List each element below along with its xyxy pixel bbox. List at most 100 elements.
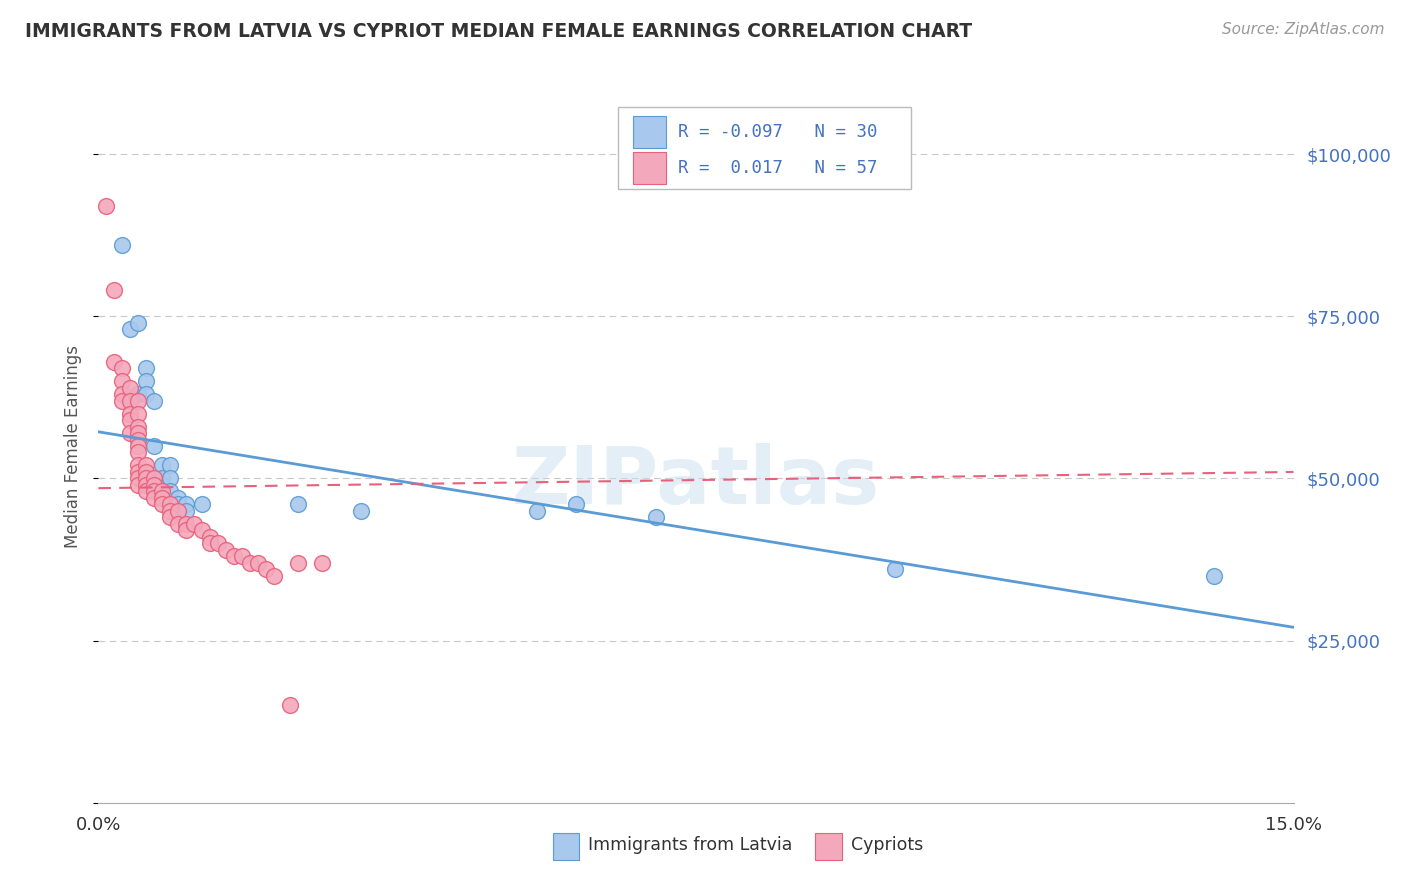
Point bbox=[127, 439, 149, 453]
Point bbox=[150, 484, 173, 499]
Point bbox=[287, 497, 309, 511]
Point bbox=[135, 478, 157, 492]
Text: ZIPatlas: ZIPatlas bbox=[512, 442, 880, 521]
Y-axis label: Median Female Earnings: Median Female Earnings bbox=[65, 344, 83, 548]
Point bbox=[222, 549, 245, 564]
Point bbox=[143, 478, 166, 492]
Point bbox=[167, 504, 190, 518]
Point bbox=[174, 497, 197, 511]
Point bbox=[191, 497, 214, 511]
Point bbox=[254, 562, 277, 576]
Point bbox=[111, 238, 134, 252]
Point bbox=[159, 471, 181, 485]
Point bbox=[127, 433, 149, 447]
Point bbox=[159, 504, 181, 518]
Point bbox=[96, 199, 118, 213]
Point bbox=[127, 387, 149, 401]
Point bbox=[278, 698, 301, 713]
Point bbox=[150, 458, 173, 473]
Point bbox=[174, 516, 197, 531]
Text: R = -0.097   N = 30: R = -0.097 N = 30 bbox=[678, 123, 877, 141]
Point bbox=[127, 478, 149, 492]
Point bbox=[167, 497, 190, 511]
Text: Cypriots: Cypriots bbox=[852, 836, 924, 854]
Point bbox=[150, 484, 173, 499]
Point bbox=[111, 393, 134, 408]
Point bbox=[143, 484, 166, 499]
Point bbox=[183, 516, 205, 531]
FancyBboxPatch shape bbox=[633, 152, 666, 184]
Point bbox=[103, 354, 125, 368]
Point bbox=[120, 322, 142, 336]
Point bbox=[174, 504, 197, 518]
Point bbox=[150, 497, 173, 511]
Point bbox=[1202, 568, 1225, 582]
FancyBboxPatch shape bbox=[553, 833, 579, 860]
Point bbox=[135, 465, 157, 479]
Text: Immigrants from Latvia: Immigrants from Latvia bbox=[589, 836, 793, 854]
Point bbox=[350, 504, 373, 518]
FancyBboxPatch shape bbox=[815, 833, 842, 860]
Point bbox=[127, 316, 149, 330]
Point bbox=[111, 374, 134, 388]
Point bbox=[239, 556, 262, 570]
Point bbox=[159, 510, 181, 524]
Point bbox=[127, 407, 149, 421]
Point bbox=[207, 536, 229, 550]
Point bbox=[263, 568, 285, 582]
Point bbox=[884, 562, 907, 576]
Text: IMMIGRANTS FROM LATVIA VS CYPRIOT MEDIAN FEMALE EARNINGS CORRELATION CHART: IMMIGRANTS FROM LATVIA VS CYPRIOT MEDIAN… bbox=[25, 22, 973, 41]
Point bbox=[111, 387, 134, 401]
Point bbox=[526, 504, 548, 518]
Point bbox=[311, 556, 333, 570]
Point bbox=[198, 530, 221, 544]
Point bbox=[120, 425, 142, 440]
Point bbox=[127, 425, 149, 440]
Point bbox=[135, 361, 157, 376]
Point bbox=[215, 542, 238, 557]
Point bbox=[159, 484, 181, 499]
FancyBboxPatch shape bbox=[619, 107, 911, 189]
Point bbox=[120, 407, 142, 421]
Point bbox=[159, 497, 181, 511]
Text: R =  0.017   N = 57: R = 0.017 N = 57 bbox=[678, 159, 877, 177]
Point bbox=[127, 419, 149, 434]
Point bbox=[150, 491, 173, 505]
Point bbox=[120, 413, 142, 427]
Point bbox=[246, 556, 269, 570]
Point bbox=[120, 393, 142, 408]
Point bbox=[143, 491, 166, 505]
Point bbox=[135, 374, 157, 388]
Point bbox=[174, 524, 197, 538]
Point bbox=[127, 465, 149, 479]
Point bbox=[127, 471, 149, 485]
Point bbox=[143, 471, 166, 485]
Point bbox=[103, 283, 125, 297]
Point bbox=[120, 381, 142, 395]
Point bbox=[143, 471, 166, 485]
Point bbox=[135, 484, 157, 499]
Point bbox=[287, 556, 309, 570]
Point bbox=[143, 393, 166, 408]
Point bbox=[150, 478, 173, 492]
Point bbox=[167, 491, 190, 505]
Point bbox=[111, 361, 134, 376]
Point bbox=[150, 471, 173, 485]
Point bbox=[135, 471, 157, 485]
Point bbox=[127, 445, 149, 459]
Point bbox=[159, 458, 181, 473]
Point bbox=[565, 497, 588, 511]
Point bbox=[191, 524, 214, 538]
Point bbox=[127, 393, 149, 408]
Point bbox=[645, 510, 668, 524]
Point bbox=[135, 458, 157, 473]
Point bbox=[135, 387, 157, 401]
FancyBboxPatch shape bbox=[633, 116, 666, 148]
Point bbox=[127, 458, 149, 473]
Point bbox=[198, 536, 221, 550]
Point bbox=[143, 439, 166, 453]
Point bbox=[231, 549, 253, 564]
Text: Source: ZipAtlas.com: Source: ZipAtlas.com bbox=[1222, 22, 1385, 37]
Point bbox=[167, 516, 190, 531]
Point bbox=[143, 478, 166, 492]
